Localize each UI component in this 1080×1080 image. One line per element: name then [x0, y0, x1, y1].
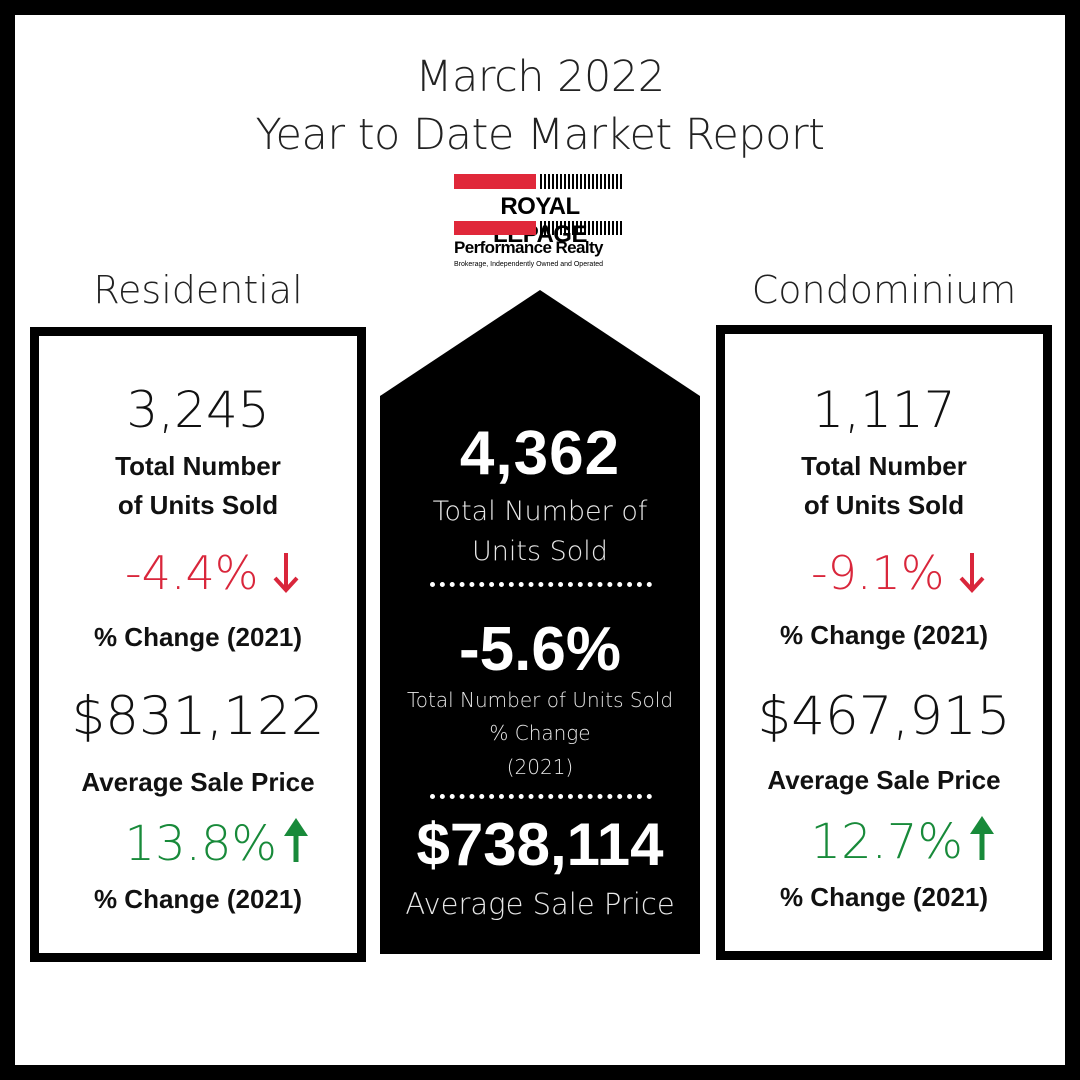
- condominium-card: 1,117 Total Number of Units Sold -9.1% %…: [716, 325, 1052, 960]
- arrow-down-icon: [959, 553, 985, 593]
- residential-units-label-2: of Units Sold: [117, 490, 279, 520]
- condominium-heading: Condominium: [751, 268, 1017, 312]
- condominium-units-change-row: -9.1%: [725, 546, 1043, 600]
- condominium-avg-price: $467,915: [757, 686, 1011, 747]
- logo-bottom-bar-icon: [454, 221, 622, 235]
- total-units: 4,362: [459, 419, 621, 488]
- total-units-label-1: Total Number of: [432, 496, 648, 527]
- arrow-up-icon: [970, 816, 995, 860]
- arrow-up-icon: [284, 818, 309, 862]
- residential-units-label-1: Total Number: [115, 451, 281, 481]
- logo-top-bar-icon: [454, 174, 622, 189]
- condominium-units-label-2: of Units Sold: [803, 490, 965, 520]
- arrow-down-icon: [273, 553, 299, 593]
- residential-units-change-row: -4.4%: [39, 546, 357, 600]
- divider: [430, 582, 652, 587]
- total-avg-price-label: Average Sale Price: [405, 887, 675, 921]
- condominium-price-change: 12.7%: [810, 814, 964, 870]
- condominium-price-change-label: % Change (2021): [779, 882, 989, 912]
- condominium-units: 1,117: [812, 381, 956, 439]
- divider: [430, 794, 652, 799]
- logo-tagline: Brokerage, Independently Owned and Opera…: [454, 261, 604, 268]
- residential-avg-price-label: Average Sale Price: [81, 767, 315, 797]
- total-house-panel: 4,362 Total Number of Units Sold -5.6% T…: [380, 290, 700, 954]
- royal-lepage-logo: ROYAL LEPAGE Performance Realty Brokerag…: [454, 174, 626, 274]
- total-change: -5.6%: [459, 615, 621, 684]
- report-title: Year to Date Market Report: [255, 110, 825, 160]
- total-change-label-2: % Change: [489, 721, 591, 745]
- residential-units-change: -4.4%: [125, 546, 259, 600]
- total-units-label-2: Units Sold: [472, 536, 608, 567]
- condominium-units-change-label: % Change (2021): [779, 620, 989, 650]
- residential-heading: Residential: [93, 268, 303, 312]
- condominium-units-change: -9.1%: [811, 546, 945, 600]
- total-change-label-1: Total Number of Units Sold: [406, 688, 674, 712]
- residential-units: 3,245: [126, 381, 270, 439]
- condominium-avg-price-label: Average Sale Price: [767, 765, 1001, 795]
- residential-price-change-row: 13.8%: [39, 814, 357, 872]
- total-avg-price: $738,114: [416, 811, 664, 878]
- residential-avg-price: $831,122: [71, 686, 325, 747]
- residential-price-change-label: % Change (2021): [93, 884, 303, 914]
- condominium-price-change-row: 12.7%: [725, 812, 1043, 870]
- residential-card: 3,245 Total Number of Units Sold -4.4% %…: [30, 327, 366, 962]
- residential-price-change: 13.8%: [124, 816, 278, 872]
- report-month: March 2022: [415, 52, 665, 102]
- residential-units-change-label: % Change (2021): [93, 622, 303, 652]
- house-shape-icon: [380, 290, 700, 954]
- logo-company-name: Performance Realty: [454, 238, 603, 257]
- condominium-units-label-1: Total Number: [801, 451, 967, 481]
- total-change-label-3: (2021): [506, 755, 574, 779]
